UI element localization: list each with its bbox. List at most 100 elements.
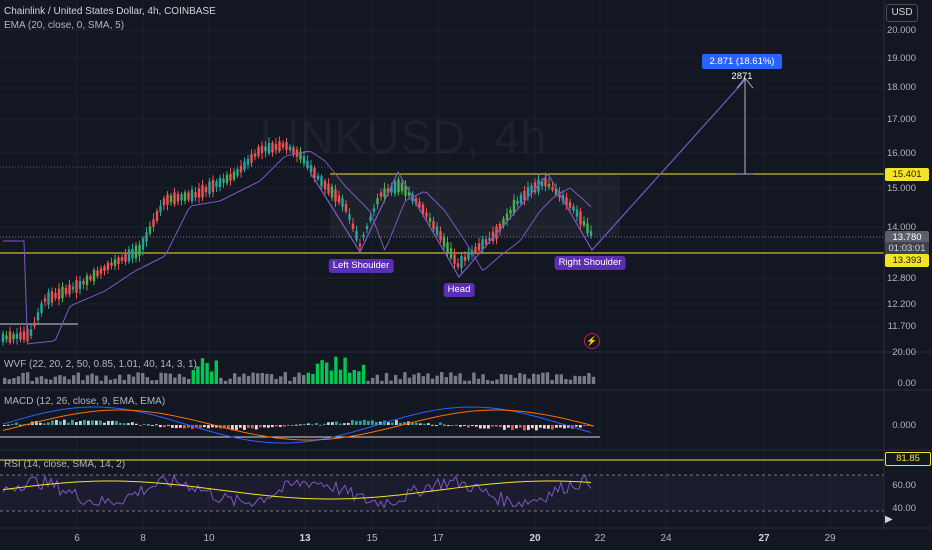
head-shoulders-pattern[interactable] bbox=[309, 77, 754, 279]
candle-body bbox=[5, 335, 8, 340]
wvf-bar bbox=[95, 375, 99, 384]
candle-body bbox=[267, 142, 271, 154]
candle-body bbox=[250, 154, 253, 163]
candle-body bbox=[222, 178, 225, 183]
lightning-icon[interactable]: ⚡ bbox=[584, 333, 600, 349]
wvf-bar bbox=[210, 371, 214, 384]
candle-body bbox=[484, 239, 488, 245]
macd-bar bbox=[7, 424, 10, 426]
macd-bar bbox=[195, 425, 198, 428]
candle-body bbox=[120, 257, 124, 261]
candle-body bbox=[141, 238, 145, 250]
candle-body bbox=[71, 286, 75, 290]
wvf-bar bbox=[357, 371, 361, 384]
macd-bar bbox=[171, 425, 174, 428]
macd-bar bbox=[63, 419, 66, 425]
macd-bar bbox=[35, 421, 38, 425]
candle-body bbox=[33, 322, 36, 327]
wvf-bar bbox=[7, 379, 11, 384]
wvf-bar bbox=[343, 357, 347, 384]
candle-body bbox=[260, 145, 264, 154]
left-shoulder-label[interactable]: Left Shoulder bbox=[328, 259, 394, 273]
wvf-bar bbox=[283, 372, 287, 384]
wvf-bar bbox=[3, 377, 7, 384]
wvf-bar bbox=[39, 376, 44, 384]
chart-title[interactable]: Chainlink / United States Dollar, 4h, CO… bbox=[4, 6, 216, 17]
price-target-box[interactable]: 2.871 (18.61%) 2871 bbox=[702, 54, 782, 82]
macd-bar bbox=[487, 425, 490, 429]
ema-legend[interactable]: EMA (20, close, 0, SMA, 5) bbox=[4, 20, 125, 31]
wvf-bar bbox=[67, 379, 71, 384]
candle-body bbox=[463, 256, 467, 261]
macd-bar bbox=[543, 425, 546, 429]
candle-body bbox=[414, 198, 418, 204]
wvf-bar bbox=[366, 380, 370, 384]
wvf-bar bbox=[260, 372, 264, 384]
wvf-legend[interactable]: WVF (22, 20, 2, 50, 0.85, 1.01, 40, 14, … bbox=[4, 359, 197, 370]
candle-body bbox=[169, 195, 173, 203]
head-label[interactable]: Head bbox=[443, 283, 475, 297]
macd-bar bbox=[467, 425, 470, 428]
macd-bar bbox=[247, 425, 250, 428]
macd-bar bbox=[343, 423, 346, 425]
macd-bar bbox=[203, 425, 206, 428]
wvf-bar bbox=[472, 372, 476, 384]
scroll-right-icon[interactable]: ▶ bbox=[885, 514, 893, 525]
rsi-line bbox=[2, 473, 592, 509]
candle-body bbox=[127, 249, 131, 262]
macd-bar bbox=[339, 423, 342, 425]
wvf-bar bbox=[200, 358, 205, 384]
macd-bar bbox=[327, 422, 330, 425]
candle-body bbox=[358, 243, 362, 247]
macd-bar bbox=[359, 420, 362, 425]
time-tick: 8 bbox=[140, 533, 146, 544]
candle-body bbox=[474, 247, 477, 253]
wvf-bar bbox=[99, 380, 103, 384]
candle-body bbox=[215, 181, 218, 188]
macd-bar bbox=[411, 422, 414, 425]
rsi-level-tag: 81.85 bbox=[885, 452, 931, 466]
wvf-bar bbox=[173, 377, 177, 384]
pane-separators bbox=[0, 0, 932, 530]
right-shoulder-label[interactable]: Right Shoulder bbox=[554, 256, 626, 270]
macd-bar bbox=[3, 425, 6, 426]
wvf-bar bbox=[223, 380, 228, 384]
candle-body bbox=[421, 204, 425, 215]
wvf-bar bbox=[527, 378, 531, 384]
wvf-bar bbox=[559, 374, 563, 384]
wvf-bar bbox=[573, 375, 577, 384]
macd-legend[interactable]: MACD (12, 26, close, 9, EMA, EMA) bbox=[4, 396, 166, 407]
macd-bar bbox=[135, 423, 138, 425]
macd-bar bbox=[91, 420, 94, 425]
wvf-bar bbox=[16, 376, 21, 384]
candle-body bbox=[561, 195, 565, 201]
macd-bar bbox=[363, 419, 366, 425]
wvf-bar bbox=[108, 379, 113, 384]
wvf-bar bbox=[237, 376, 241, 384]
macd-bar bbox=[87, 420, 90, 425]
candle-body bbox=[533, 182, 537, 193]
candle-body bbox=[103, 266, 106, 271]
rsi-legend[interactable]: RSI (14, close, SMA, 14, 2) bbox=[4, 459, 126, 470]
macd-bar bbox=[255, 425, 258, 430]
wvf-bar bbox=[302, 375, 306, 384]
wvf-bar bbox=[486, 380, 490, 384]
candle-body bbox=[236, 169, 239, 176]
candle-body bbox=[64, 287, 68, 295]
candle-body bbox=[362, 234, 365, 238]
candle-body bbox=[162, 198, 166, 206]
wvf-bar bbox=[251, 372, 255, 384]
wvf-bar bbox=[407, 377, 412, 384]
wvf-bar bbox=[582, 376, 586, 384]
candle-body bbox=[572, 206, 575, 211]
wvf-bar bbox=[555, 374, 559, 384]
wvf-bar bbox=[550, 380, 554, 384]
macd-pane bbox=[2, 406, 594, 444]
macd-bar bbox=[103, 422, 106, 425]
currency-button[interactable]: USD bbox=[886, 4, 918, 22]
macd-bar bbox=[67, 422, 70, 425]
macd-bar bbox=[115, 420, 118, 425]
candle-body bbox=[509, 209, 512, 214]
macd-bar bbox=[379, 421, 382, 425]
